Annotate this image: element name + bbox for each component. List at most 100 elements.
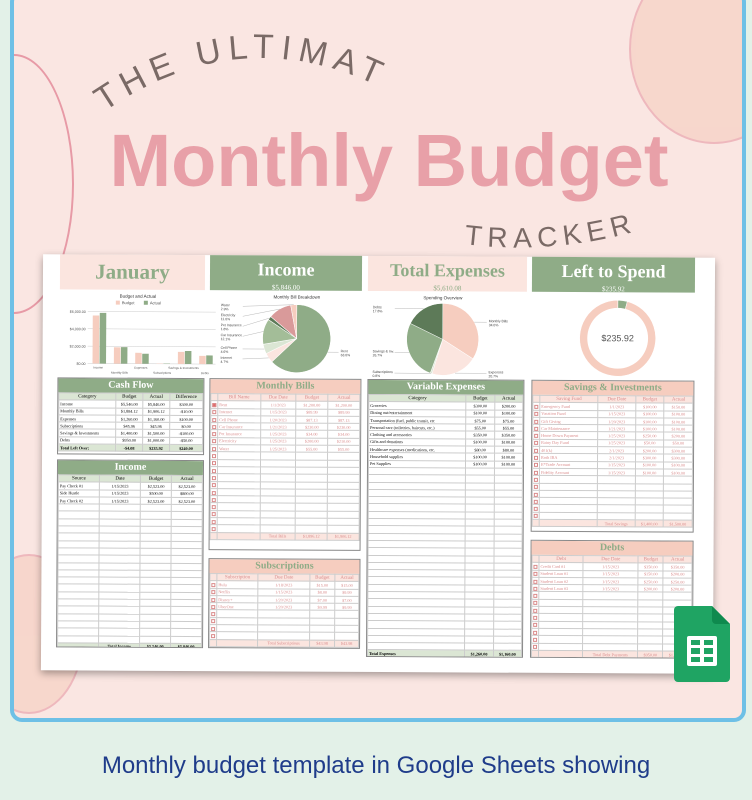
table-cell[interactable] <box>493 526 523 534</box>
checkbox[interactable] <box>212 403 217 408</box>
checkbox[interactable] <box>212 446 217 451</box>
table-cell[interactable]: $350.00 <box>638 563 664 571</box>
table-cell[interactable] <box>493 504 523 513</box>
month-selector[interactable]: January <box>59 254 206 291</box>
table-cell[interactable]: $1,160.00 <box>142 415 170 423</box>
checkbox[interactable] <box>533 470 538 475</box>
checkbox[interactable] <box>533 637 538 642</box>
table-cell[interactable]: $9.99 <box>309 603 335 611</box>
checkbox[interactable] <box>211 634 216 639</box>
checkbox[interactable] <box>211 527 216 532</box>
table-cell[interactable] <box>493 548 523 556</box>
table-cell[interactable]: $100.00 <box>494 460 523 469</box>
checkbox[interactable] <box>534 426 539 431</box>
checkbox[interactable] <box>534 412 539 417</box>
table-cell[interactable]: $100.00 <box>494 438 523 447</box>
table-cell[interactable] <box>309 617 335 626</box>
table-cell[interactable] <box>637 643 664 651</box>
checkbox[interactable] <box>211 626 216 631</box>
table-cell[interactable]: $100.00 <box>663 461 693 470</box>
table-cell[interactable]: $950.00 <box>115 436 143 445</box>
table-cell[interactable] <box>493 541 523 549</box>
table-cell[interactable]: $300.00 <box>663 447 693 455</box>
table-cell[interactable]: $100.00 <box>664 417 693 426</box>
checkbox[interactable] <box>212 432 217 437</box>
table-cell[interactable]: $350.00 <box>663 563 692 571</box>
table-cell[interactable] <box>493 562 522 571</box>
table-cell[interactable] <box>637 606 664 615</box>
table-cell[interactable]: $5,546.00 <box>115 400 143 408</box>
table-cell[interactable] <box>334 618 359 626</box>
checkbox[interactable] <box>533 601 538 606</box>
table-cell[interactable] <box>663 592 692 600</box>
checkbox[interactable] <box>212 439 217 444</box>
table-cell[interactable]: $1,000.00 <box>142 437 170 445</box>
table-cell[interactable]: $200.00 <box>638 585 664 593</box>
table-cell[interactable] <box>493 584 522 593</box>
checkbox[interactable] <box>533 623 538 628</box>
table-cell[interactable]: $200.00 <box>663 432 693 440</box>
checkbox[interactable] <box>211 519 216 524</box>
checkbox[interactable] <box>533 492 538 497</box>
checkbox[interactable] <box>211 590 216 595</box>
table-cell[interactable]: $250.00 <box>663 577 692 586</box>
checkbox[interactable] <box>211 468 216 473</box>
table-cell[interactable]: $45.96 <box>142 422 170 430</box>
checkbox[interactable] <box>211 476 216 481</box>
table-cell[interactable] <box>493 555 523 564</box>
checkbox[interactable] <box>211 505 216 510</box>
table-cell[interactable] <box>494 489 523 498</box>
table-cell[interactable]: $7.00 <box>334 596 359 604</box>
table-cell[interactable] <box>493 628 522 637</box>
table-cell[interactable]: $200.00 <box>663 585 692 593</box>
table-cell[interactable] <box>309 625 335 633</box>
checkbox[interactable] <box>534 433 539 438</box>
checkbox[interactable] <box>534 455 539 460</box>
table-cell[interactable] <box>493 606 522 615</box>
checkbox[interactable] <box>533 608 538 613</box>
checkbox[interactable] <box>533 593 538 598</box>
checkbox[interactable] <box>533 514 538 519</box>
table-cell[interactable]: $9.99 <box>334 588 359 597</box>
checkbox[interactable] <box>534 419 539 424</box>
table-cell[interactable] <box>493 643 522 651</box>
checkbox[interactable] <box>533 586 538 591</box>
checkbox[interactable] <box>211 597 216 602</box>
table-cell[interactable] <box>493 533 523 542</box>
table-cell[interactable] <box>663 498 693 506</box>
table-cell[interactable] <box>637 621 664 629</box>
table-cell[interactable] <box>493 511 523 520</box>
table-cell[interactable]: $5,846.00 <box>142 400 170 409</box>
table-cell[interactable]: $15.00 <box>309 581 336 589</box>
table-cell[interactable]: $150.00 <box>664 403 693 411</box>
table-cell[interactable]: $45.96 <box>115 422 143 430</box>
table-cell[interactable] <box>663 512 693 521</box>
table-cell[interactable]: $100.00 <box>664 410 693 419</box>
table-cell[interactable] <box>494 475 523 483</box>
checkbox[interactable] <box>211 497 216 502</box>
checkbox[interactable] <box>211 512 216 517</box>
table-cell[interactable]: $8.00 <box>309 588 336 597</box>
checkbox[interactable] <box>212 410 217 415</box>
table-cell[interactable]: $1,906.12 <box>142 407 170 416</box>
checkbox[interactable] <box>533 499 538 504</box>
checkbox[interactable] <box>533 630 538 635</box>
table-cell[interactable] <box>493 519 523 527</box>
table-cell[interactable] <box>493 599 522 607</box>
checkbox[interactable] <box>211 612 216 617</box>
table-cell[interactable] <box>663 476 693 484</box>
table-cell[interactable]: $100.00 <box>663 468 693 477</box>
table-cell[interactable] <box>309 632 335 640</box>
checkbox[interactable] <box>211 483 216 488</box>
checkbox[interactable] <box>534 448 539 453</box>
checkbox[interactable] <box>533 645 538 650</box>
table-cell[interactable]: $80.00 <box>494 446 523 454</box>
table-cell[interactable] <box>334 625 359 633</box>
checkbox[interactable] <box>212 424 217 429</box>
table-cell[interactable]: $50.00 <box>663 439 693 448</box>
table-cell[interactable] <box>637 628 664 637</box>
table-cell[interactable] <box>493 621 522 629</box>
table-cell[interactable]: Transportation (fuel, public transit, et… <box>368 416 467 425</box>
table-cell[interactable]: $150.00 <box>638 570 664 578</box>
table-cell[interactable] <box>637 614 664 622</box>
